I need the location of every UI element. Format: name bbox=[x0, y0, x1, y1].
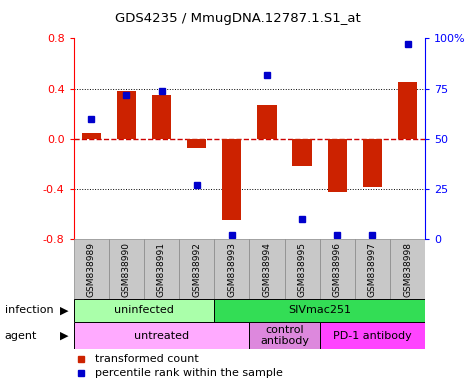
Bar bbox=[187, 139, 206, 147]
Text: GSM838991: GSM838991 bbox=[157, 242, 166, 297]
Bar bbox=[82, 132, 101, 139]
Bar bbox=[285, 239, 320, 299]
Bar bbox=[214, 239, 249, 299]
Text: GSM838994: GSM838994 bbox=[263, 242, 271, 297]
Bar bbox=[109, 239, 144, 299]
Bar bbox=[179, 239, 214, 299]
Text: GSM838993: GSM838993 bbox=[228, 242, 236, 297]
Bar bbox=[152, 95, 171, 139]
Text: uninfected: uninfected bbox=[114, 305, 174, 315]
Text: infection: infection bbox=[5, 305, 53, 315]
Bar bbox=[355, 239, 390, 299]
Text: SIVmac251: SIVmac251 bbox=[288, 305, 351, 315]
Bar bbox=[74, 299, 214, 322]
Bar bbox=[222, 139, 241, 220]
Text: control
antibody: control antibody bbox=[260, 325, 309, 346]
Bar bbox=[328, 139, 347, 192]
Bar bbox=[249, 322, 320, 349]
Bar bbox=[144, 239, 179, 299]
Bar bbox=[398, 82, 417, 139]
Text: GSM838996: GSM838996 bbox=[333, 242, 342, 297]
Text: GSM838995: GSM838995 bbox=[298, 242, 306, 297]
Text: untreated: untreated bbox=[134, 331, 189, 341]
Bar bbox=[249, 239, 285, 299]
Text: PD-1 antibody: PD-1 antibody bbox=[333, 331, 412, 341]
Text: transformed count: transformed count bbox=[95, 354, 199, 364]
Bar bbox=[74, 239, 109, 299]
Bar bbox=[320, 322, 425, 349]
Text: GDS4235 / MmugDNA.12787.1.S1_at: GDS4235 / MmugDNA.12787.1.S1_at bbox=[114, 12, 361, 25]
Bar bbox=[363, 139, 382, 187]
Bar bbox=[293, 139, 312, 166]
Text: ▶: ▶ bbox=[60, 305, 68, 315]
Text: GSM838997: GSM838997 bbox=[368, 242, 377, 297]
Bar bbox=[74, 322, 249, 349]
Text: percentile rank within the sample: percentile rank within the sample bbox=[95, 368, 283, 378]
Bar bbox=[214, 299, 425, 322]
Text: GSM838998: GSM838998 bbox=[403, 242, 412, 297]
Text: agent: agent bbox=[5, 331, 37, 341]
Text: ▶: ▶ bbox=[60, 331, 68, 341]
Bar bbox=[257, 105, 276, 139]
Bar bbox=[320, 239, 355, 299]
Bar bbox=[117, 91, 136, 139]
Text: GSM838992: GSM838992 bbox=[192, 242, 201, 297]
Bar bbox=[390, 239, 425, 299]
Text: GSM838990: GSM838990 bbox=[122, 242, 131, 297]
Text: GSM838989: GSM838989 bbox=[87, 242, 95, 297]
